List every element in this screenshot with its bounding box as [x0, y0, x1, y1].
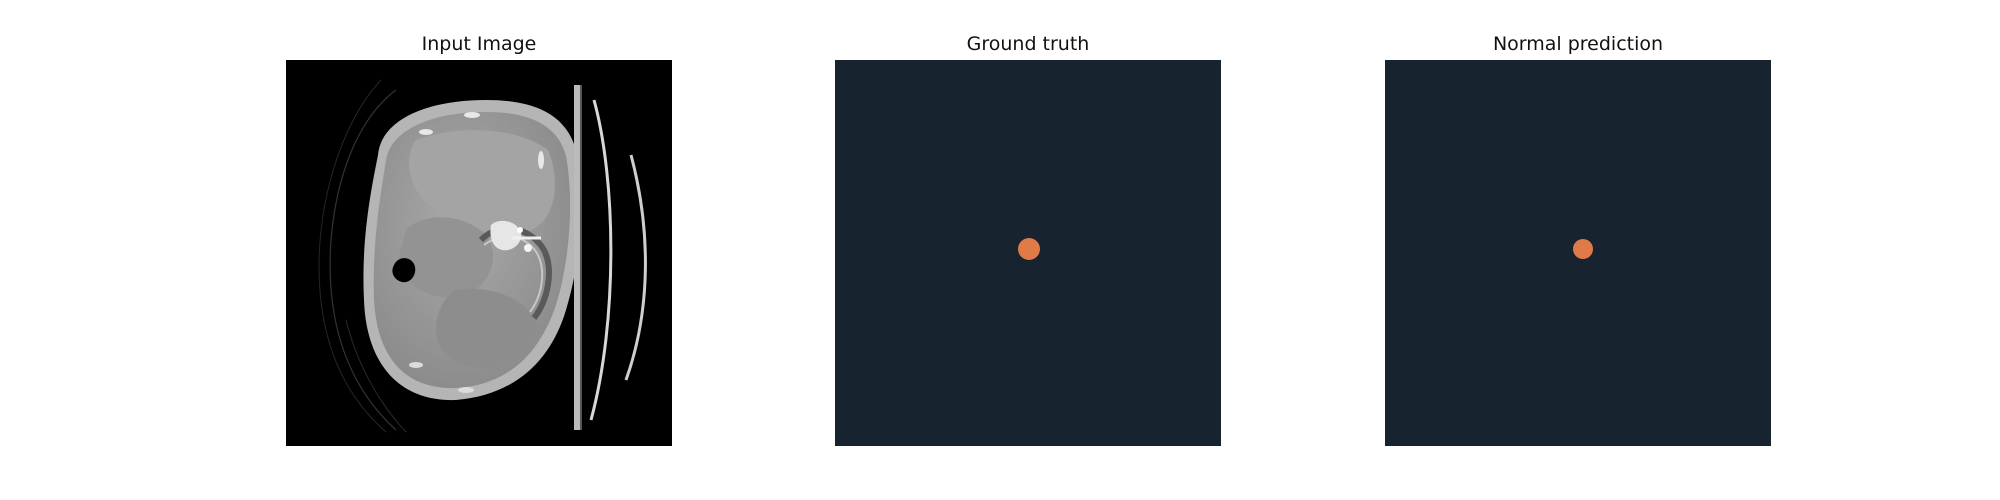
panel-ground-truth: Ground truth	[835, 30, 1221, 446]
ct-scan-image	[286, 60, 672, 446]
ground-truth-lesion	[1018, 238, 1040, 260]
panel-title: Normal prediction	[1492, 33, 1664, 55]
ct-scan-render	[286, 60, 672, 446]
normal-prediction-render	[1385, 60, 1771, 446]
normal-prediction-mask	[1385, 60, 1771, 446]
ground-truth-mask	[835, 60, 1221, 446]
panel-input-image: Input Image	[286, 30, 672, 446]
panel-title: Input Image	[421, 33, 537, 55]
ground-truth-render	[835, 60, 1221, 446]
panel-normal-prediction: Normal prediction	[1385, 30, 1771, 446]
predicted-lesion	[1573, 239, 1593, 259]
panel-title: Ground truth	[966, 33, 1090, 55]
